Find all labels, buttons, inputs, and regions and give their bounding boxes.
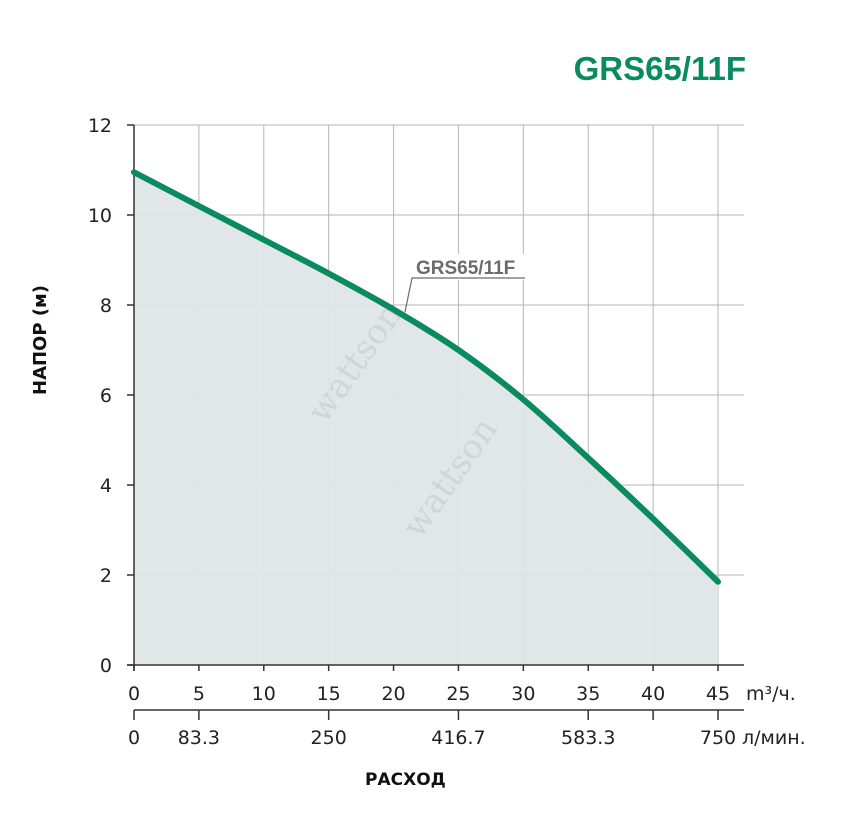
x-tick-label: 25 [446, 683, 470, 705]
y-axis-label: НАПОР (м) [30, 285, 51, 395]
x-tick-label: 40 [641, 683, 665, 705]
y-tick-label: 6 [100, 385, 112, 407]
x-tick-label: 45 [706, 683, 730, 705]
x-tick-label: 15 [317, 683, 341, 705]
annotation-leader [404, 277, 525, 313]
y-tick-label: 0 [100, 655, 112, 677]
tick-labels: 0 2 4 6 8 10 12 0 5 10 15 20 25 30 35 40 45 m³/ч. 0 83.3 250… [88, 115, 806, 749]
x-unit-label: m³/ч. [746, 683, 796, 705]
x2-tick-label: 250 [311, 727, 347, 749]
x-tick-label: 20 [381, 683, 405, 705]
x2-tick-label: 83.3 [178, 727, 220, 749]
area-fill [134, 172, 718, 665]
x2-tick-label: 0 [128, 727, 140, 749]
x-tick-label: 10 [252, 683, 276, 705]
y-tick-label: 10 [88, 205, 112, 227]
x-tick-label: 0 [128, 683, 140, 705]
annotation-bg [410, 254, 528, 280]
annotation: GRS65/11F [404, 254, 528, 313]
y-tick-label: 4 [100, 475, 112, 497]
x-tick-label: 30 [511, 683, 535, 705]
x2-unit-label: л/мин. [742, 727, 806, 749]
y-tick-label: 12 [88, 115, 112, 137]
x2-tick-label: 583.3 [561, 727, 615, 749]
x-tick-label: 5 [193, 683, 205, 705]
x-axis-label: РАСХОД [365, 770, 446, 790]
x2-tick-label: 416.7 [431, 727, 485, 749]
y-tick-label: 2 [100, 565, 112, 587]
y-tick-label: 8 [100, 295, 112, 317]
annotation-label: GRS65/11F [416, 258, 515, 279]
axes [127, 124, 744, 720]
x2-tick-label: 750 [700, 727, 736, 749]
series-line [131, 169, 721, 585]
chart-title: GRS65/11F [573, 50, 746, 87]
x-tick-label: 35 [576, 683, 600, 705]
